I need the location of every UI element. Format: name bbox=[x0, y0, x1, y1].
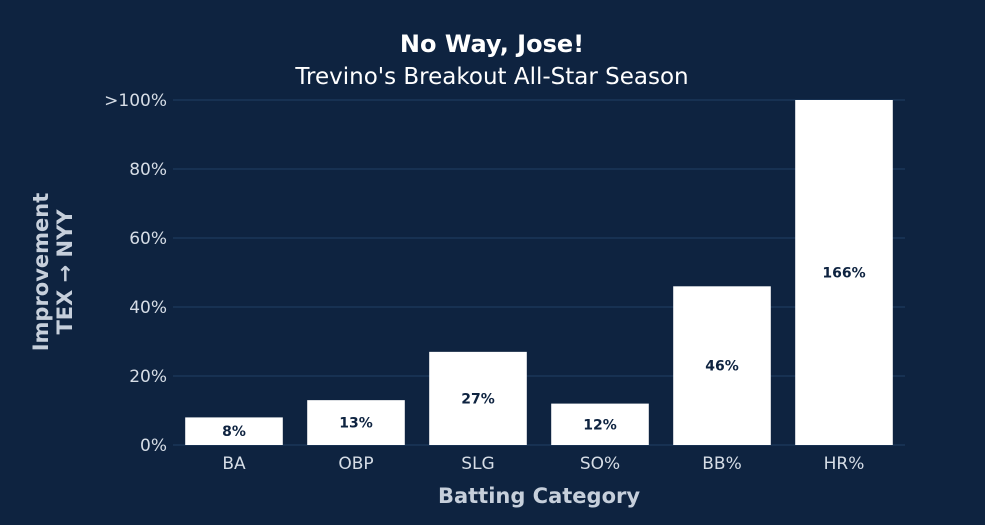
chart-subtitle: Trevino's Breakout All-Star Season bbox=[294, 64, 688, 90]
x-tick-label: HR% bbox=[824, 454, 865, 474]
x-axis-title: Batting Category bbox=[438, 484, 640, 508]
bar-data-label: 12% bbox=[583, 417, 617, 433]
chart-title: No Way, Jose! bbox=[400, 30, 584, 58]
bar-slg bbox=[429, 351, 527, 445]
y-tick-label: 20% bbox=[129, 367, 167, 387]
y-axis-title-line: TEX → NYY bbox=[53, 209, 77, 335]
bar-data-label: 13% bbox=[339, 416, 373, 432]
y-axis-title-line: Improvement bbox=[29, 193, 53, 352]
bar-data-label: 27% bbox=[461, 391, 495, 407]
gridlines bbox=[173, 99, 905, 446]
bar-so-pct bbox=[551, 403, 649, 445]
y-tick-label: 80% bbox=[129, 160, 167, 180]
x-tick-label: SLG bbox=[461, 454, 494, 474]
bar-hr-pct bbox=[795, 100, 893, 445]
x-tick-label: OBP bbox=[338, 454, 373, 474]
bar-data-label: 166% bbox=[822, 266, 865, 282]
bar-obp bbox=[307, 400, 405, 445]
y-axis-title: ImprovementTEX → NYY bbox=[29, 193, 77, 352]
bar-data-label: 46% bbox=[705, 359, 739, 375]
x-axis-ticks: BA OBP SLG SO% BB% HR% bbox=[222, 454, 864, 474]
bar-ba bbox=[185, 417, 283, 445]
y-axis-ticks: 0% 20% 40% 60% 80% >100% bbox=[104, 91, 167, 456]
bar-data-labels: 8% 13% 27% 12% 46% 166% bbox=[222, 266, 866, 441]
x-tick-label: SO% bbox=[580, 454, 620, 474]
bars bbox=[185, 100, 893, 445]
bar-data-label: 8% bbox=[222, 424, 246, 440]
x-tick-label: BB% bbox=[702, 454, 741, 474]
bar-bb-pct bbox=[673, 286, 771, 445]
y-tick-label: >100% bbox=[104, 91, 167, 111]
y-tick-label: 40% bbox=[129, 298, 167, 318]
y-tick-label: 60% bbox=[129, 229, 167, 249]
x-tick-label: BA bbox=[222, 454, 246, 474]
y-tick-label: 0% bbox=[140, 436, 167, 456]
